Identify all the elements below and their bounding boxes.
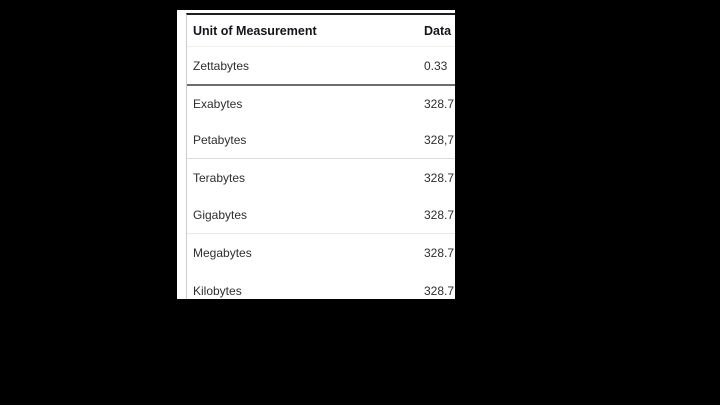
value-cell: 328.7 [424, 207, 455, 222]
unit-cell: Megabytes [193, 245, 252, 260]
value-cell: 328,7 [424, 133, 455, 147]
value-cell: 328.7 [424, 284, 455, 298]
value-cell: 328.7 [424, 245, 455, 260]
column-header-data: Data [424, 23, 452, 38]
column-header-unit-of-measurement: Unit of Measurement [193, 23, 317, 38]
table-row-petabytes: Petabytes 328,7 [187, 122, 455, 159]
table-row-zettabytes: Zettabytes 0.33 [187, 47, 455, 86]
table-row-terabytes: Terabytes 328.7 [187, 159, 455, 196]
table-row-exabytes: Exabytes 328.7 [187, 86, 455, 122]
value-cell: 328.7 [424, 97, 455, 111]
value-cell: 0.33 [424, 58, 448, 73]
unit-cell: Petabytes [193, 133, 247, 147]
unit-cell: Kilobytes [193, 284, 242, 298]
table-row-megabytes: Megabytes 328.7 [187, 234, 455, 271]
value-cell: 328.7 [424, 170, 455, 185]
unit-cell: Zettabytes [193, 58, 250, 73]
table-row-gigabytes: Gigabytes 328.7 [187, 196, 455, 234]
table-row-kilobytes: Kilobytes 328.7 [187, 271, 455, 299]
unit-cell: Terabytes [193, 170, 246, 185]
table-header-row: Unit of Measurement Data [187, 15, 455, 47]
page-panel: Unit of Measurement Data Zettabytes 0.33… [177, 10, 455, 299]
unit-cell: Exabytes [193, 97, 243, 111]
unit-cell: Gigabytes [193, 207, 248, 222]
unit-conversion-table: Unit of Measurement Data Zettabytes 0.33… [186, 13, 455, 299]
